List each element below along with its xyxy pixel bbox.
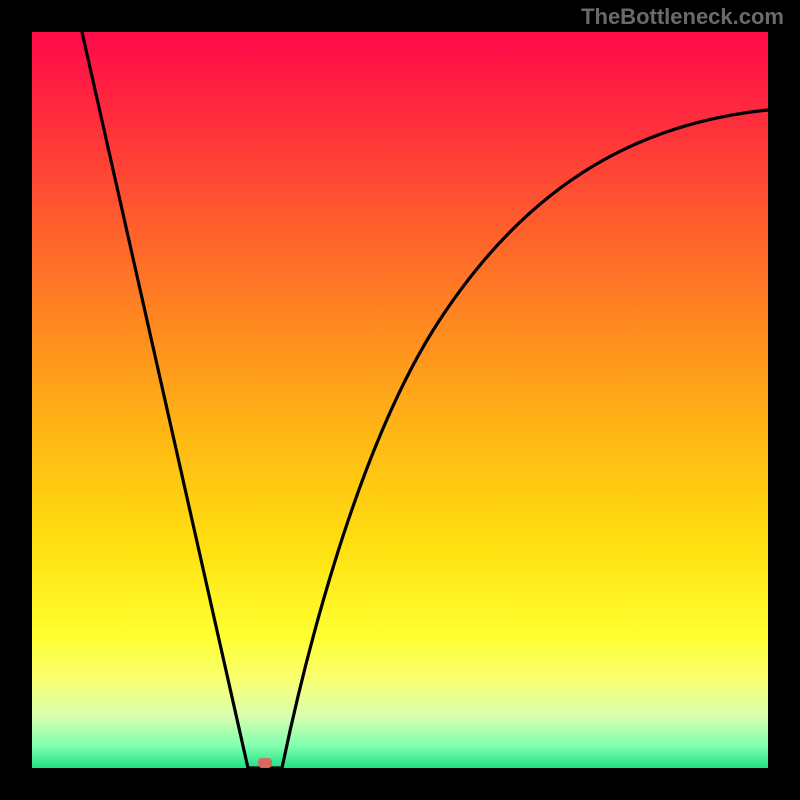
curve-right-branch xyxy=(282,110,768,768)
chart-curve xyxy=(32,32,768,768)
bottleneck-marker xyxy=(258,758,272,768)
watermark-text: TheBottleneck.com xyxy=(581,4,784,30)
curve-left-branch xyxy=(82,32,248,768)
